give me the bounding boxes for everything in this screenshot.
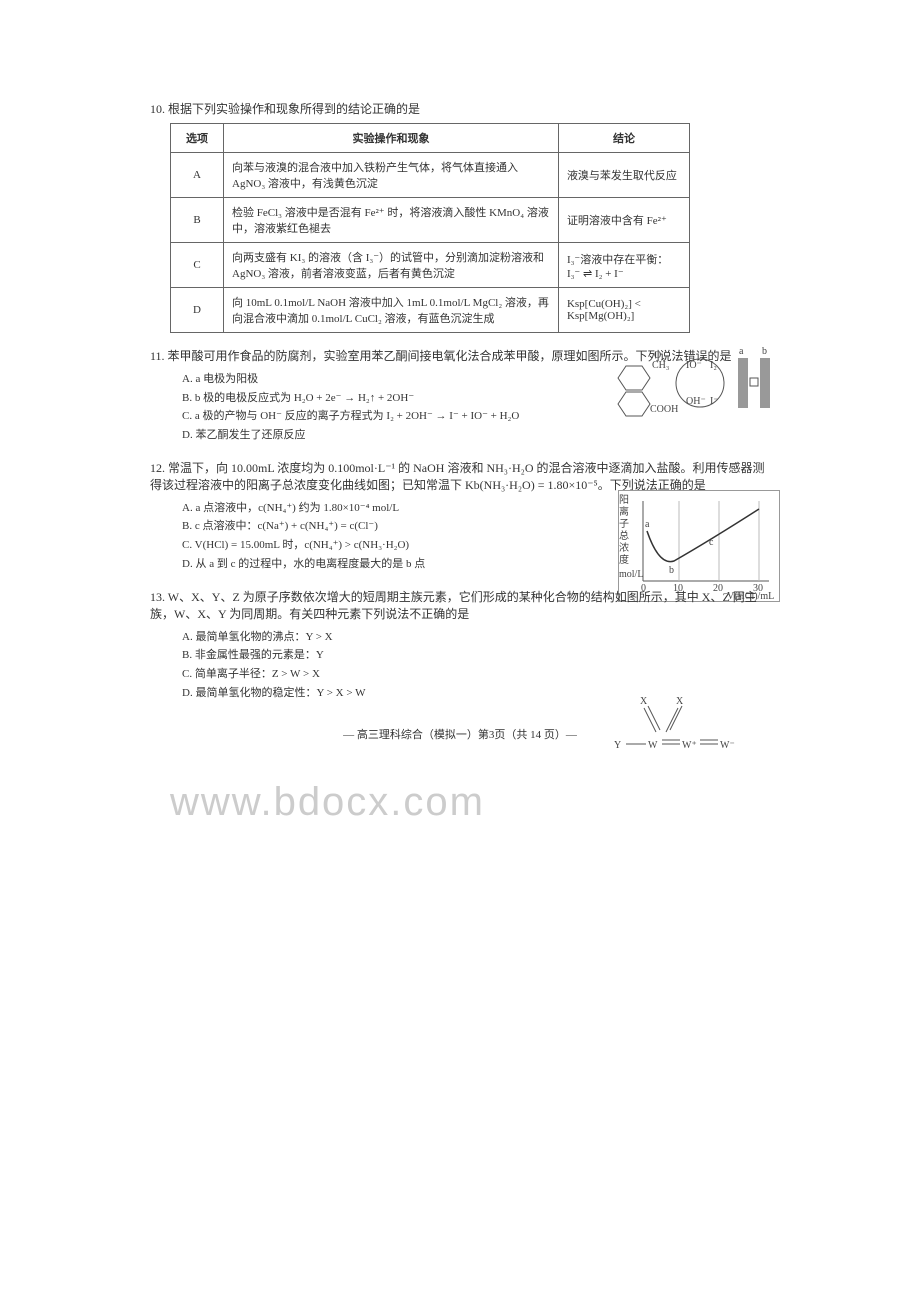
q13-optB: B. 非金属性最强的元素是：Y <box>182 646 770 665</box>
q10-r3-opt: D <box>171 288 224 333</box>
svg-text:c: c <box>709 537 714 548</box>
q10-r2-con: I₃⁻溶液中存在平衡：I₃⁻ ⇌ I₂ + I⁻ <box>558 243 689 288</box>
svg-text:X: X <box>640 696 648 707</box>
svg-text:子: 子 <box>619 518 629 530</box>
q10-r1-opt: B <box>171 198 224 243</box>
svg-text:COOH: COOH <box>650 404 678 415</box>
question-13: 13. W、X、Y、Z 为原子序数依次增大的短周期主族元素，它们形成的某种化合物… <box>150 588 770 703</box>
svg-text:a: a <box>645 519 650 530</box>
svg-text:IO⁻: IO⁻ <box>686 360 702 371</box>
q13-optC: C. 简单离子半径：Z > W > X <box>182 665 770 684</box>
q12-chart: a b c 0 10 20 30 V(HCl)/mL 阳 离 子 总 浓 度 m… <box>618 490 780 602</box>
q10-h0: 选项 <box>171 124 224 153</box>
q10-r2-op: 向两支盛有 KI₃ 的溶液（含 I₃⁻）的试管中，分别滴加淀粉溶液和 AgNO₃… <box>224 243 559 288</box>
q10-r0-con: 液溴与苯发生取代反应 <box>558 153 689 198</box>
svg-text:W⁻: W⁻ <box>720 740 735 751</box>
svg-text:b: b <box>762 346 767 357</box>
q10-r1-con: 证明溶液中含有 Fe²⁺ <box>558 198 689 243</box>
svg-text:离: 离 <box>619 505 629 518</box>
electrolysis-diagram-icon: CH₃ O COOH IO⁻ I₂ OH⁻ I⁻ a b <box>600 338 780 428</box>
svg-text:O: O <box>654 350 661 361</box>
q10-table: 选项 实验操作和现象 结论 A 向苯与液溴的混合液中加入铁粉产生气体，将气体直接… <box>170 123 690 333</box>
q10-h2: 结论 <box>558 124 689 153</box>
svg-text:CH₃: CH₃ <box>652 360 669 371</box>
svg-text:浓: 浓 <box>619 542 629 554</box>
svg-text:W: W <box>648 740 658 751</box>
q10-h1: 实验操作和现象 <box>224 124 559 153</box>
svg-text:mol/L: mol/L <box>619 569 643 580</box>
q13-optA: A. 最简单氢化物的沸点：Y > X <box>182 628 770 647</box>
table-row: B 检验 FeCl₃ 溶液中是否混有 Fe²⁺ 时，将溶液滴入酸性 KMnO₄ … <box>171 198 690 243</box>
concentration-chart-icon: a b c 0 10 20 30 V(HCl)/mL 阳 离 子 总 浓 度 m… <box>619 491 779 601</box>
table-row: D 向 10mL 0.1mol/L NaOH 溶液中加入 1mL 0.1mol/… <box>171 288 690 333</box>
q13-structure: X X Y W W⁺ W⁻ <box>600 690 740 780</box>
svg-text:b: b <box>669 565 674 576</box>
q11-diagram: CH₃ O COOH IO⁻ I₂ OH⁻ I⁻ a b <box>600 338 780 428</box>
svg-text:X: X <box>676 696 684 707</box>
svg-text:度: 度 <box>619 553 629 566</box>
svg-text:总: 总 <box>619 529 629 542</box>
compound-structure-icon: X X Y W W⁺ W⁻ <box>600 690 740 780</box>
svg-text:OH⁻: OH⁻ <box>686 396 706 407</box>
svg-text:a: a <box>739 346 744 357</box>
q10-r3-con: Ksp[Cu(OH)₂] < Ksp[Mg(OH)₂] <box>558 288 689 333</box>
svg-text:I₂: I₂ <box>710 360 717 371</box>
q10-r0-opt: A <box>171 153 224 198</box>
q10-r0-op: 向苯与液溴的混合液中加入铁粉产生气体，将气体直接通入 AgNO₃ 溶液中，有浅黄… <box>224 153 559 198</box>
watermark: www.bdocx.com <box>170 780 485 825</box>
q10-r1-op: 检验 FeCl₃ 溶液中是否混有 Fe²⁺ 时，将溶液滴入酸性 KMnO₄ 溶液… <box>224 198 559 243</box>
table-row: C 向两支盛有 KI₃ 的溶液（含 I₃⁻）的试管中，分别滴加淀粉溶液和 AgN… <box>171 243 690 288</box>
ylabel-1: 阳 <box>619 494 629 506</box>
question-10: 10. 根据下列实验操作和现象所得到的结论正确的是 选项 实验操作和现象 结论 … <box>150 100 770 333</box>
q10-title: 10. 根据下列实验操作和现象所得到的结论正确的是 <box>150 100 770 117</box>
q10-r3-op: 向 10mL 0.1mol/L NaOH 溶液中加入 1mL 0.1mol/L … <box>224 288 559 333</box>
svg-text:W⁺: W⁺ <box>682 740 697 751</box>
q11-optD: D. 苯乙酮发生了还原反应 <box>182 426 770 445</box>
q13-title: 13. W、X、Y、Z 为原子序数依次增大的短周期主族元素，它们形成的某种化合物… <box>150 588 770 622</box>
q10-r2-opt: C <box>171 243 224 288</box>
q12-title: 12. 常温下，向 10.00mL 浓度均为 0.100mol·L⁻¹ 的 Na… <box>150 459 770 493</box>
table-row: A 向苯与液溴的混合液中加入铁粉产生气体，将气体直接通入 AgNO₃ 溶液中，有… <box>171 153 690 198</box>
svg-text:Y: Y <box>614 740 621 751</box>
svg-text:I⁻: I⁻ <box>710 396 719 407</box>
